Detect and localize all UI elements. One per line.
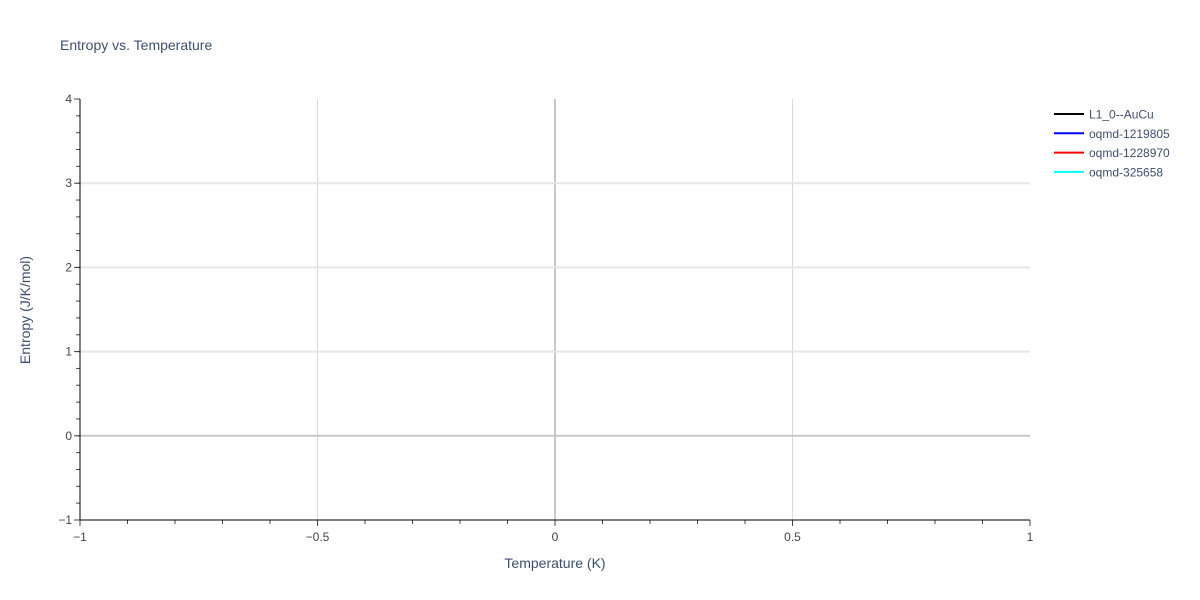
legend-label: oqmd-1219805 xyxy=(1089,127,1170,141)
y-axis-label: Entropy (J/K/mol) xyxy=(17,256,33,364)
y-tick-label: 3 xyxy=(65,176,72,190)
x-tick-label: 0 xyxy=(552,530,559,544)
legend-item[interactable]: L1_0--AuCu xyxy=(1054,108,1154,122)
chart-title: Entropy vs. Temperature xyxy=(60,37,212,53)
x-tick-label: −1 xyxy=(73,530,87,544)
legend-label: L1_0--AuCu xyxy=(1089,108,1154,122)
legend-label: oqmd-1228970 xyxy=(1089,146,1170,160)
y-tick-label: 4 xyxy=(65,92,72,106)
x-tick-label: 0.5 xyxy=(784,530,801,544)
x-tick-label: −0.5 xyxy=(306,530,330,544)
legend[interactable]: L1_0--AuCu oqmd-1219805 oqmd-1228970 oqmd-3… xyxy=(1054,108,1170,180)
axes: −1 −0.5 0 0.5 1 −1 0 1 2 3 4 xyxy=(58,92,1033,544)
x-tick-label: 1 xyxy=(1027,530,1034,544)
y-tick-label: 1 xyxy=(65,345,72,359)
legend-item[interactable]: oqmd-1228970 xyxy=(1054,146,1170,160)
grid xyxy=(80,99,1030,520)
legend-item[interactable]: oqmd-1219805 xyxy=(1054,127,1170,141)
legend-item[interactable]: oqmd-325658 xyxy=(1054,165,1163,179)
y-tick-label: 0 xyxy=(65,429,72,443)
legend-label: oqmd-325658 xyxy=(1089,165,1163,179)
y-tick-label: −1 xyxy=(58,513,72,527)
y-tick-label: 2 xyxy=(65,260,72,274)
x-axis-label: Temperature (K) xyxy=(504,555,605,571)
